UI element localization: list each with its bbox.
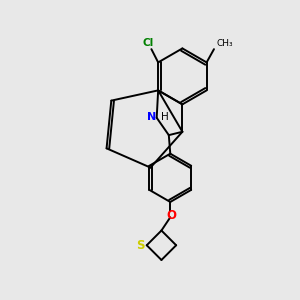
Text: S: S xyxy=(136,239,145,252)
Text: CH₃: CH₃ xyxy=(217,39,233,48)
Text: Cl: Cl xyxy=(142,38,154,48)
Text: O: O xyxy=(167,209,177,222)
Text: N: N xyxy=(147,112,156,122)
Text: H: H xyxy=(161,112,169,122)
